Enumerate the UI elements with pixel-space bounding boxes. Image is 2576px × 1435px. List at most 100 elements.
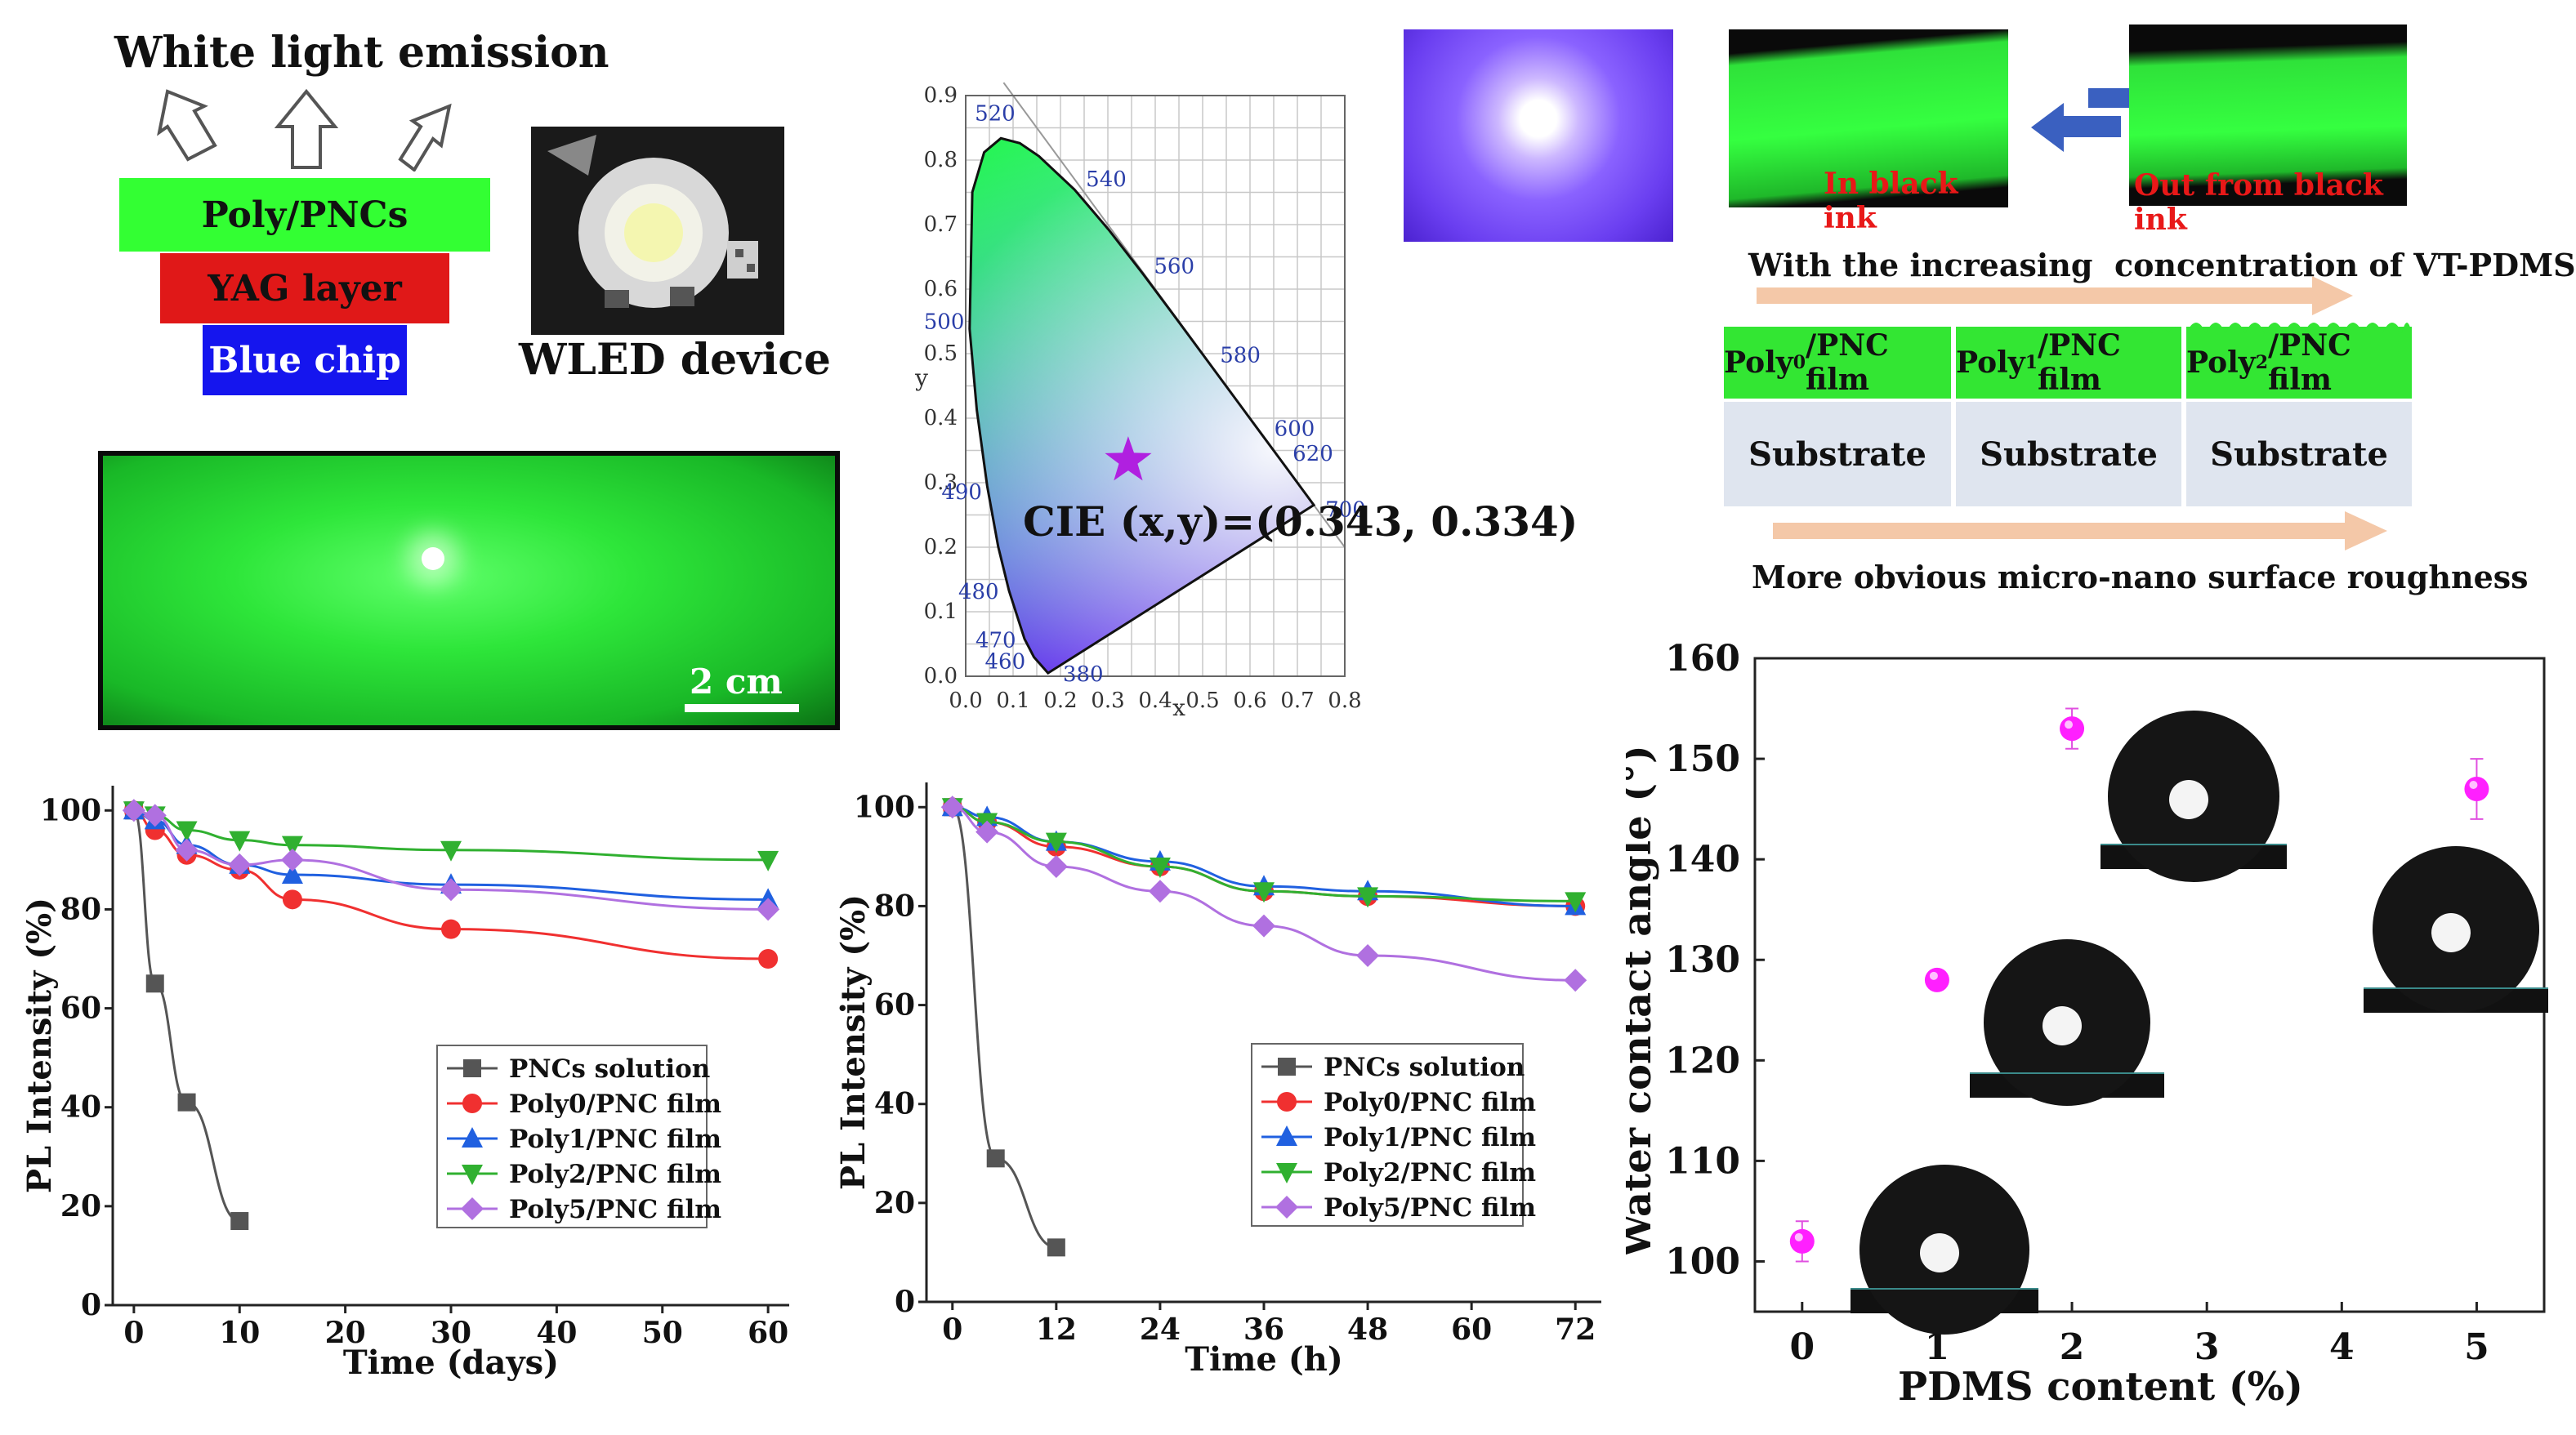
- data-point: [1356, 944, 1380, 967]
- data-point: [1924, 967, 1949, 992]
- y-tick-label: 150: [1665, 738, 1740, 780]
- legend-label: PNCs solution: [1324, 1053, 1525, 1082]
- cie-xtick-label: 0.7: [1280, 689, 1314, 713]
- y-tick-label: 40: [60, 1090, 101, 1125]
- x-tick-label: 0: [1789, 1326, 1815, 1368]
- y-tick-label: 20: [60, 1189, 101, 1223]
- wled-device-label: WLED device: [519, 335, 831, 385]
- x-axis-label: PDMS content (%): [1898, 1364, 2303, 1410]
- x-axis-label: Time (days): [343, 1344, 559, 1382]
- data-point: [1044, 854, 1068, 878]
- out-ink-photo: Out from black ink: [2129, 25, 2407, 237]
- y-tick-label: 80: [60, 892, 101, 926]
- data-point-shine: [1929, 971, 1938, 980]
- film-poly2-sub: 2: [2255, 352, 2269, 373]
- cie-annotation: CIE (x,y)=(0.343, 0.334): [1023, 497, 1578, 546]
- cie-xtick-label: 0.1: [996, 689, 1029, 713]
- cie-ytick-label: 0.0: [924, 664, 958, 689]
- legend-label: Poly1/PNC film: [1324, 1123, 1536, 1152]
- series-line: [132, 809, 240, 1223]
- y-tick-label: 80: [874, 889, 915, 923]
- data-point: [1276, 1163, 1297, 1183]
- y-tick-label: 20: [874, 1186, 915, 1220]
- y-tick-label: 100: [40, 793, 101, 827]
- cie-xtick-label: 0.5: [1185, 689, 1219, 713]
- data-point: [2464, 777, 2489, 801]
- data-point: [1276, 1125, 1297, 1146]
- water-droplet-icon: [2364, 846, 2548, 1013]
- layer-blue-chip: Blue chip: [203, 325, 407, 395]
- cie-panel: 0.0 0.1 0.2 0.3 0.4 0.5 0.6 0.7 0.8 0.0 0.1 0.2 0.3 0…: [891, 16, 1691, 735]
- in-ink-photo: In black ink: [1729, 29, 2008, 235]
- series-line: [951, 805, 1057, 1249]
- data-point: [1357, 887, 1379, 908]
- data-point: [1278, 1058, 1296, 1076]
- emission-arrow-left-icon: [157, 89, 217, 162]
- cie-ytick-label: 0.2: [924, 535, 958, 559]
- in-ink-label: In black ink: [1824, 167, 1958, 235]
- y-tick-label: 130: [1665, 939, 1740, 981]
- cie-ytick-label: 0.6: [924, 277, 958, 301]
- emission-arrow-up-icon: [274, 88, 339, 169]
- cie-point: [1105, 436, 1152, 481]
- data-point-shine: [2065, 720, 2074, 729]
- out-ink-label: Out from black ink: [2134, 168, 2383, 237]
- wavelength-label: 700: [1325, 497, 1366, 522]
- substrate-1-label: Substrate: [1748, 435, 1926, 474]
- data-point: [975, 820, 999, 844]
- wavelength-label: 380: [1063, 662, 1104, 687]
- film-poly2-name: Poly: [2186, 345, 2256, 380]
- cie-ytick-label: 0.7: [924, 212, 958, 237]
- x-tick-label: 0: [123, 1316, 144, 1350]
- film-poly0-suffix: /PNC film: [1806, 328, 1889, 397]
- data-point-shine: [2469, 781, 2478, 789]
- roughness-text: More obvious micro-nano surface roughnes…: [1752, 559, 2529, 595]
- data-point: [758, 949, 779, 969]
- x-tick-label: 20: [325, 1316, 366, 1350]
- data-point: [1047, 1238, 1065, 1257]
- substrate-2: Substrate: [1956, 402, 2181, 506]
- emission-arrow-right-icon: [398, 103, 452, 172]
- film-poly0-sub: 0: [1792, 352, 1806, 373]
- data-point: [228, 853, 252, 876]
- y-tick-label: 140: [1665, 839, 1740, 880]
- legend-frame: [436, 1045, 708, 1228]
- x-tick-label: 5: [2464, 1326, 2489, 1368]
- data-point: [122, 799, 145, 822]
- x-tick-label: 3: [2194, 1326, 2220, 1368]
- wled-title: White light emission: [114, 28, 609, 78]
- wavelength-label: 620: [1292, 442, 1333, 466]
- data-point: [176, 821, 198, 842]
- cie-star-marker: [1105, 436, 1152, 481]
- y-tick-label: 0: [895, 1285, 915, 1319]
- x-tick-label: 40: [536, 1316, 577, 1350]
- increase-text: With the increasing concentration of VT-…: [1748, 247, 2576, 283]
- data-point: [281, 863, 303, 885]
- legend-label: PNCs solution: [509, 1054, 710, 1084]
- water-droplet-icon: [1851, 1165, 2038, 1335]
- data-point: [461, 1197, 484, 1220]
- x-tick-label: 12: [1036, 1312, 1077, 1347]
- legend-label: Poly2/PNC film: [1324, 1158, 1536, 1188]
- wavelength-label: 500: [924, 310, 965, 335]
- cie-ytick-label: 0.3: [924, 470, 958, 495]
- y-tick-label: 40: [874, 1087, 915, 1121]
- y-tick-label: 120: [1665, 1040, 1740, 1081]
- data-point: [1148, 880, 1172, 903]
- y-axis-label: Water contact angle (°): [1626, 745, 1660, 1259]
- x-tick-label: 4: [2329, 1326, 2355, 1368]
- data-point: [986, 1149, 1005, 1168]
- y-axis-label: PL Intensity (%): [834, 894, 873, 1190]
- film-poly1-sub: 1: [2025, 352, 2038, 373]
- data-point-shine: [1794, 1232, 1803, 1241]
- layer-chip-label: Blue chip: [208, 339, 401, 381]
- x-tick-label: 30: [431, 1316, 471, 1350]
- substrate-2-label: Substrate: [1980, 435, 2158, 474]
- film-poly0-name: Poly: [1724, 345, 1793, 380]
- rough-surface-icon: [1956, 323, 2412, 333]
- wavelength-label: 520: [975, 101, 1016, 126]
- data-point: [1253, 882, 1275, 903]
- x-tick-label: 50: [642, 1316, 683, 1350]
- cie-frame: [965, 95, 1346, 677]
